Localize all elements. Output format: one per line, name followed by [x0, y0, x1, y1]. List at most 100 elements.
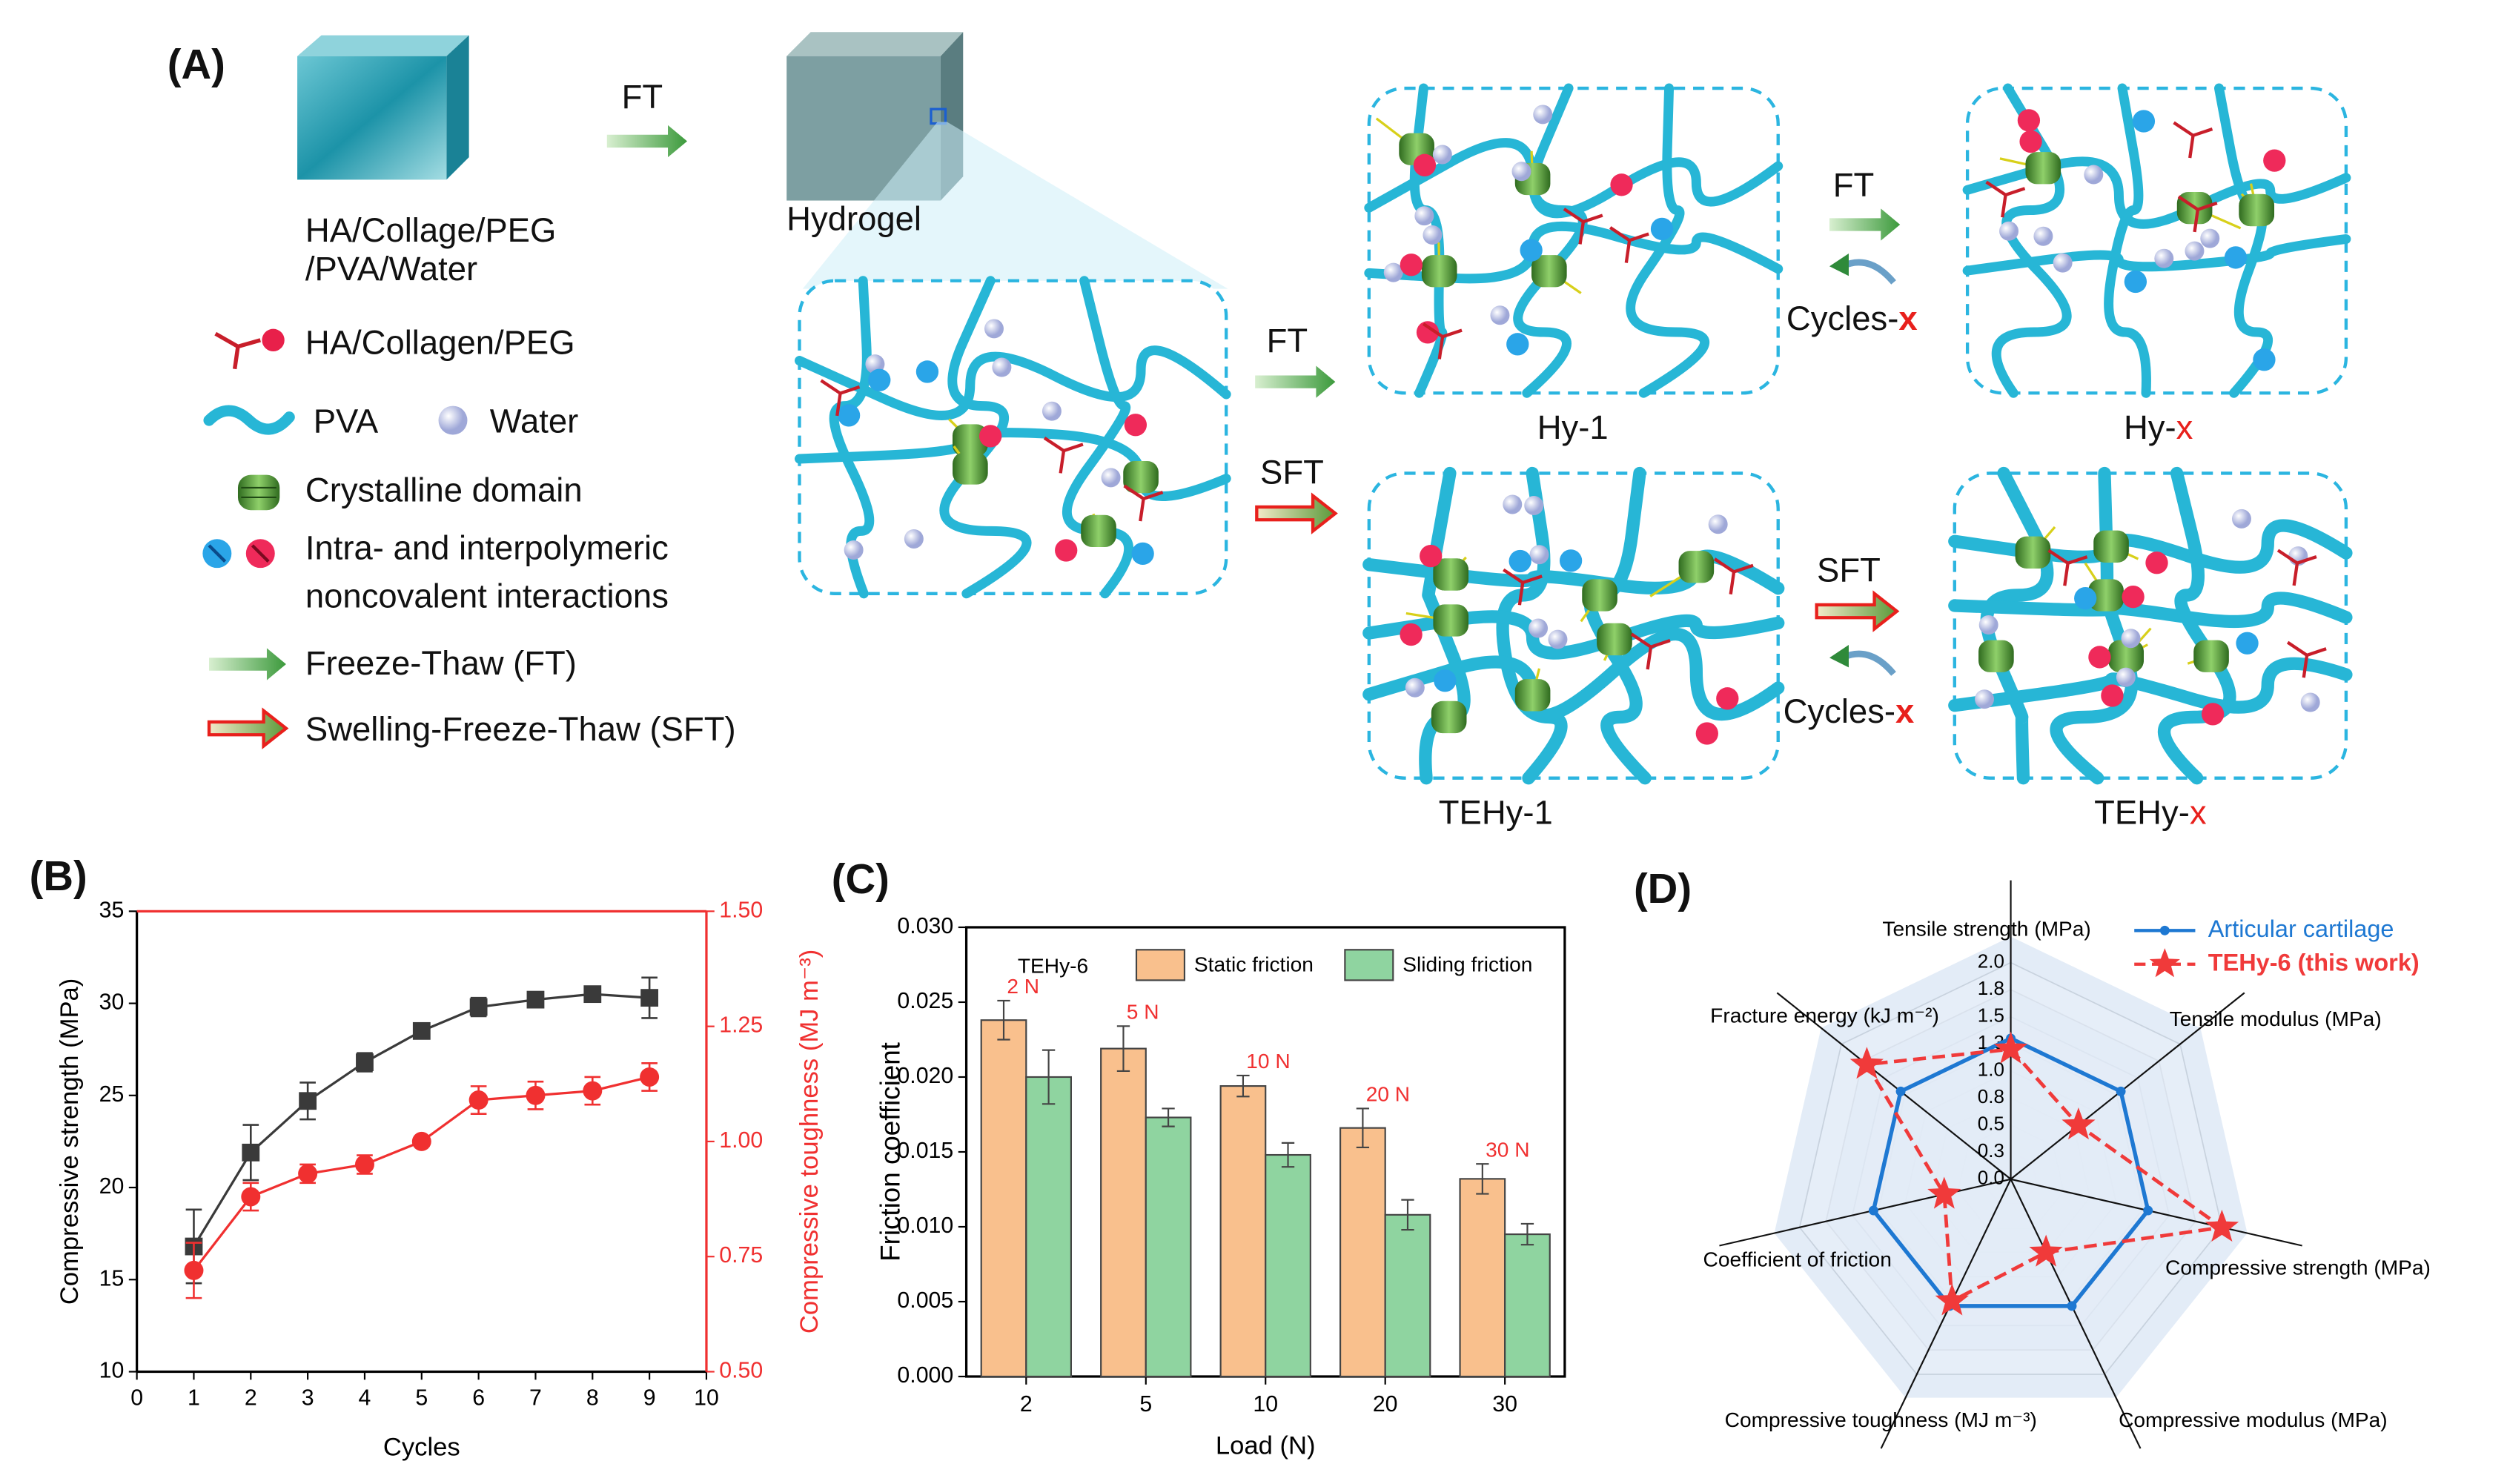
state-label: TEHy-x	[2094, 793, 2207, 831]
water	[1524, 496, 1544, 515]
y-tick-label: 0.015	[897, 1139, 953, 1163]
network-frame	[1953, 471, 2348, 780]
water	[1405, 678, 1425, 698]
crystal	[953, 452, 988, 485]
marker	[356, 1053, 374, 1071]
y-tick-label: 0.000	[897, 1363, 953, 1388]
ha-molecule	[820, 379, 861, 417]
marker	[241, 1187, 261, 1207]
water	[1414, 206, 1434, 226]
error-bar	[1281, 1142, 1295, 1168]
interaction	[2145, 551, 2168, 574]
x-tick-label: 8	[586, 1385, 599, 1410]
cycle-label: Cycles-x	[1784, 692, 1915, 730]
crystal	[1081, 514, 1116, 548]
marker	[242, 1143, 260, 1162]
marker	[1935, 1283, 1970, 1316]
interaction	[1508, 549, 1531, 573]
r-tick-label: 0.5	[1978, 1113, 2004, 1135]
water	[1423, 225, 1443, 245]
water	[1708, 514, 1728, 534]
ha-molecule	[2177, 195, 2218, 233]
marker	[526, 1085, 546, 1105]
panel-label: (C)	[832, 855, 890, 902]
water	[1529, 545, 1549, 565]
water	[2300, 692, 2320, 712]
error-bar	[1041, 1049, 1056, 1105]
interaction	[1520, 239, 1543, 262]
interaction	[2132, 110, 2156, 133]
crystal	[1433, 604, 1469, 637]
network	[795, 276, 1231, 599]
cycle-text: Cycles-	[1784, 692, 1895, 730]
water	[1999, 221, 2019, 241]
y-tick-label: 30	[99, 990, 125, 1015]
polymer-chain	[1948, 657, 2353, 714]
x-tick-label: 20	[1373, 1392, 1398, 1417]
water	[1503, 494, 1523, 514]
cycle-text: Cycles-	[1786, 299, 1898, 337]
water	[1548, 629, 1568, 649]
water	[2053, 253, 2073, 273]
state-x: x	[2176, 408, 2193, 446]
water	[2033, 226, 2053, 246]
chart-note: TEHy-6	[1018, 955, 1088, 978]
radar-axis	[1880, 1179, 2012, 1449]
marker	[1927, 1176, 1961, 1209]
water	[2084, 165, 2104, 185]
r-tick-label: 1.8	[1978, 977, 2004, 999]
water	[2121, 629, 2141, 649]
marker	[640, 1067, 660, 1087]
error-bar	[1116, 1025, 1130, 1072]
ha-molecule	[1609, 226, 1649, 263]
polymer-chain	[829, 276, 875, 599]
legend-icon-interaction	[202, 539, 275, 569]
charts: 0 1 2 3 4 5 6 7 8 9 101015202530350.500.751.001.25…	[56, 880, 2431, 1462]
crystal	[1582, 579, 1617, 612]
step-label: FT	[622, 78, 663, 116]
error-bar	[1476, 1163, 1489, 1195]
water	[2116, 667, 2136, 687]
y2-tick-label: 0.50	[719, 1358, 763, 1382]
y-tick-label: 20	[99, 1174, 125, 1199]
interaction	[1650, 217, 1674, 241]
bar	[1504, 1233, 1551, 1378]
ha-molecule	[1713, 557, 1754, 595]
interaction	[2101, 684, 2124, 707]
error-bar	[1162, 1107, 1175, 1127]
polymer-chain	[2213, 83, 2273, 398]
crystal	[1531, 255, 1567, 288]
legend-label: Articular cartilage	[2208, 915, 2394, 942]
interaction	[837, 404, 861, 427]
water	[1978, 615, 1998, 635]
legend-label: Intra- and interpolymeric	[305, 529, 669, 566]
bar	[1100, 1047, 1147, 1378]
ha-molecule	[1422, 322, 1463, 360]
polymer-chain	[2104, 83, 2151, 398]
water	[1041, 401, 1062, 421]
polymer-chain	[1962, 233, 2351, 276]
water	[1529, 618, 1549, 638]
marker	[1849, 1047, 1884, 1079]
legend-label: PVA	[314, 402, 379, 440]
interaction	[868, 368, 891, 391]
ha-molecule	[1123, 484, 1164, 522]
legend-icon-crystal	[237, 474, 280, 511]
arrow-sft-cycle	[1815, 590, 1900, 676]
bar	[1339, 1127, 1386, 1378]
interaction	[2017, 109, 2041, 132]
hydrogel-label: Hydrogel	[786, 200, 921, 238]
legend-label: Freeze-Thaw (FT)	[305, 644, 577, 682]
y-tick-label: 10	[99, 1358, 125, 1382]
interaction	[1416, 321, 1440, 344]
interaction	[979, 425, 1002, 448]
polymer-chain	[1583, 466, 1652, 785]
ha-molecule	[2276, 549, 2317, 586]
water	[1432, 145, 1452, 165]
ha-molecule	[1563, 208, 1603, 245]
water	[1975, 689, 1995, 709]
y-axis-label: Friction coefficient	[875, 1042, 906, 1262]
ha-molecule	[1043, 436, 1084, 474]
marker	[1868, 1205, 1878, 1216]
x-tick-label: 9	[643, 1385, 656, 1410]
